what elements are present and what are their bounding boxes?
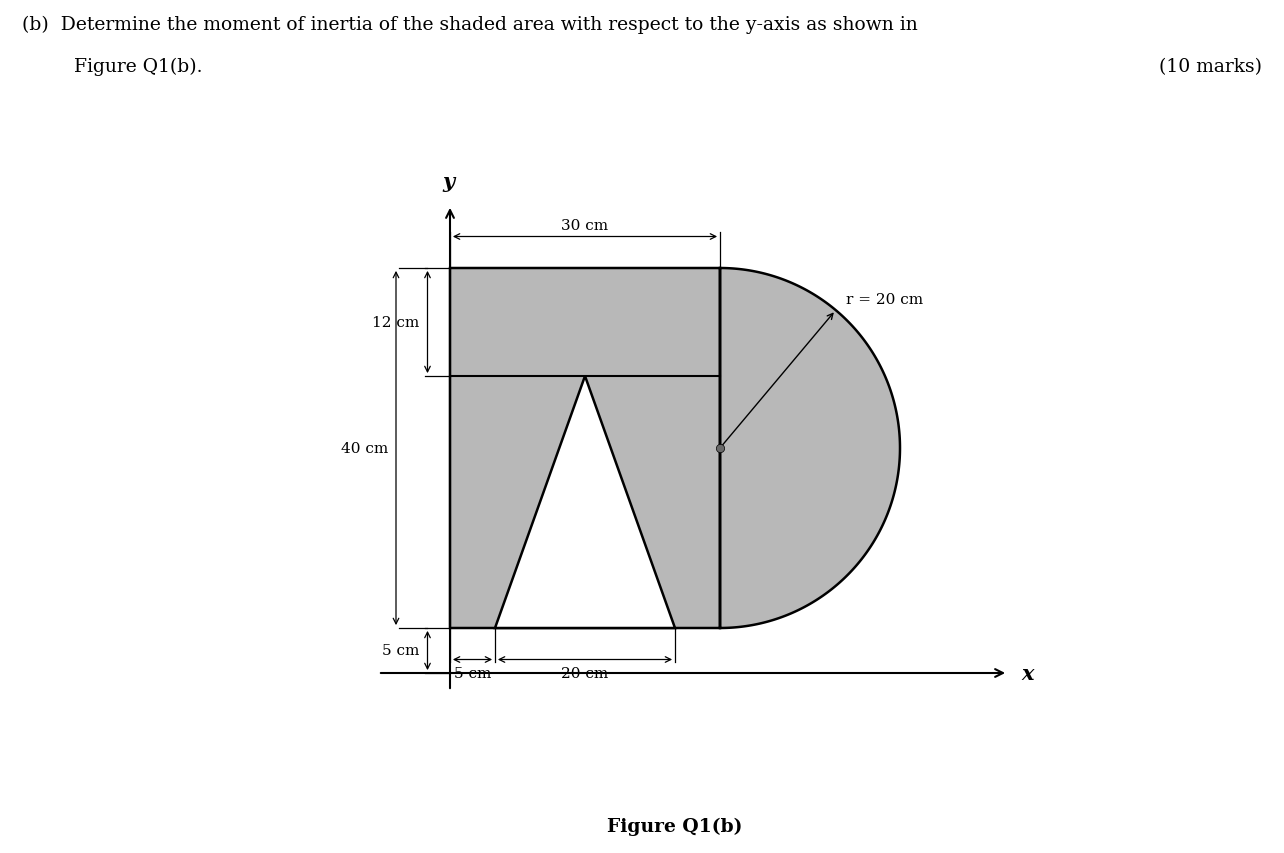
- Text: 20 cm: 20 cm: [561, 667, 609, 681]
- Text: y: y: [442, 172, 455, 192]
- Text: 5 cm: 5 cm: [383, 644, 420, 658]
- Polygon shape: [449, 269, 900, 629]
- Text: (b)  Determine the moment of inertia of the shaded area with respect to the y-ax: (b) Determine the moment of inertia of t…: [22, 16, 918, 34]
- Text: x: x: [1022, 664, 1034, 683]
- Text: r = 20 cm: r = 20 cm: [846, 293, 923, 307]
- Text: Figure Q1(b): Figure Q1(b): [607, 817, 742, 835]
- Text: Figure Q1(b).: Figure Q1(b).: [44, 58, 203, 76]
- Text: 40 cm: 40 cm: [340, 442, 388, 456]
- Text: (10 marks): (10 marks): [1159, 58, 1262, 76]
- Text: 30 cm: 30 cm: [561, 218, 609, 232]
- Text: 12 cm: 12 cm: [372, 316, 420, 329]
- Text: 5 cm: 5 cm: [453, 667, 492, 681]
- Polygon shape: [496, 376, 675, 629]
